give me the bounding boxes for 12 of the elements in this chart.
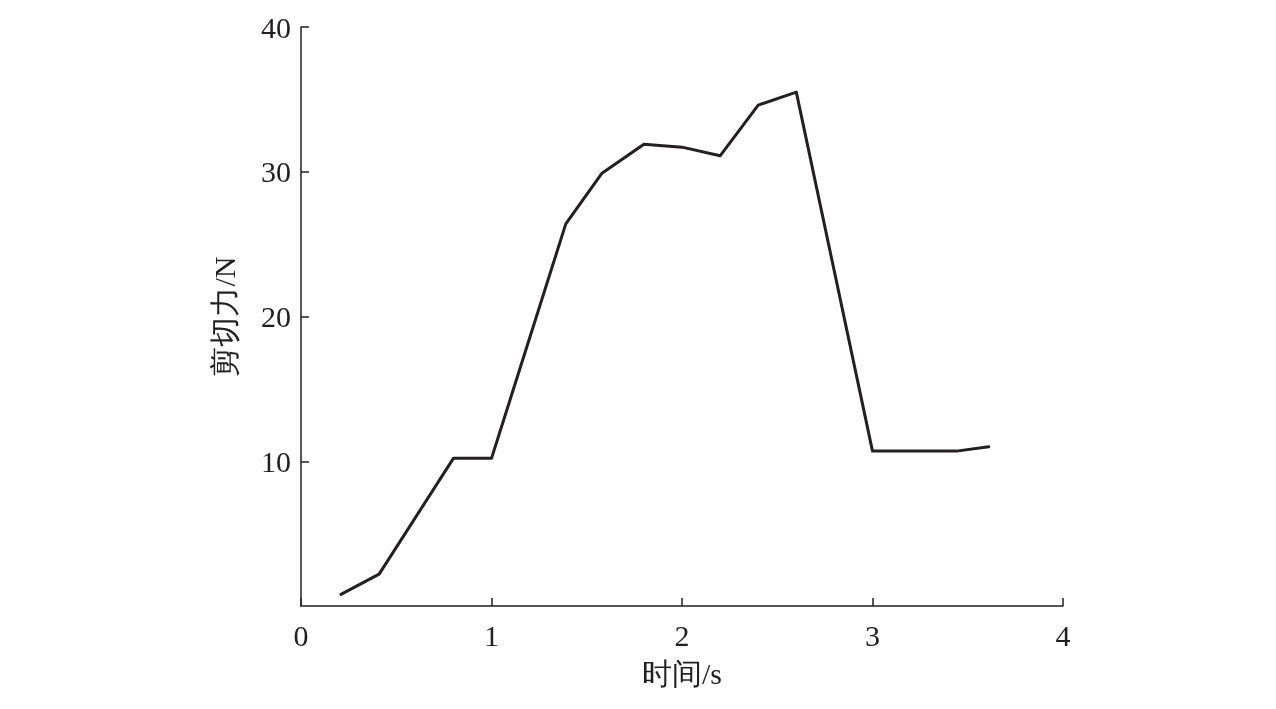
- x-tick-label: 3: [865, 618, 880, 652]
- y-tick-label: 20: [261, 300, 291, 333]
- y-axis-title: 剪切力/N: [207, 256, 241, 377]
- x-tick-label: 2: [674, 618, 690, 652]
- y-tick-label: 10: [261, 444, 291, 478]
- x-tick-label: 4: [1055, 618, 1071, 652]
- line-series: [339, 90, 991, 596]
- x-axis-title: 时间/s: [641, 656, 723, 690]
- y-tick-label: 30: [261, 155, 291, 189]
- x-tick-label: 1: [484, 618, 499, 652]
- y-tick-label: 40: [261, 10, 291, 44]
- x-tick-label: 0: [293, 618, 309, 652]
